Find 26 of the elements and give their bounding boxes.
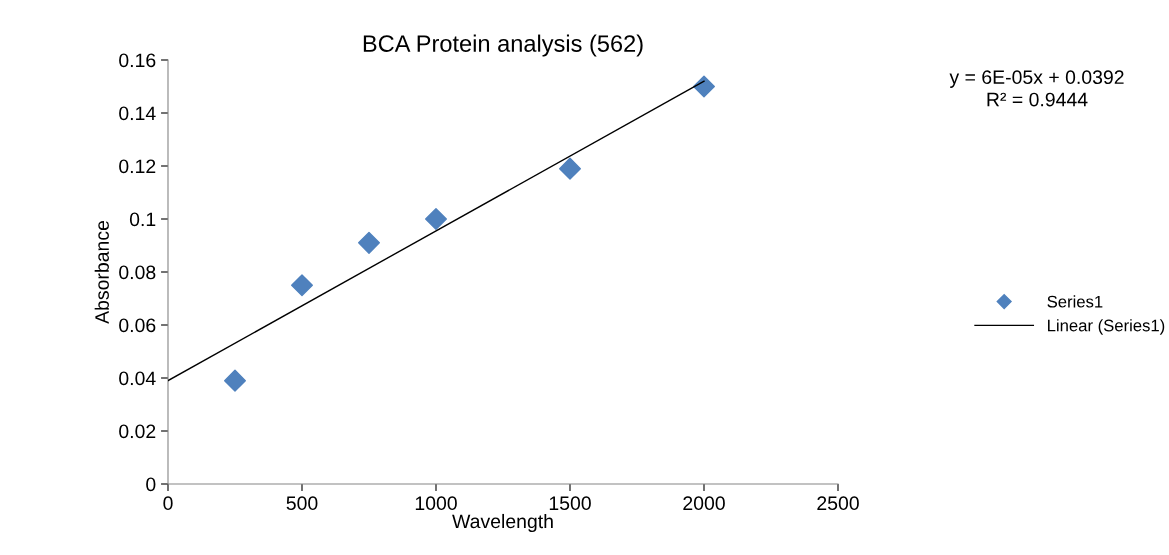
y-tick-label: 0 xyxy=(146,477,156,492)
x-tick-label: 2500 xyxy=(817,496,859,511)
legend-label: Series1 xyxy=(1047,295,1103,308)
y-tick-label: 0.16 xyxy=(119,53,156,68)
chart-title: BCA Protein analysis (562) xyxy=(363,34,643,57)
x-tick-label: 2000 xyxy=(683,496,725,511)
x-tick-label: 1500 xyxy=(549,496,591,511)
x-tick-label: 0 xyxy=(163,496,173,511)
y-tick-label: 0.08 xyxy=(119,265,156,280)
point xyxy=(358,231,380,254)
text: y = 6E-05x + 0.0392 R² = 0.9444 xyxy=(949,70,1124,107)
y-tick-label: 0.14 xyxy=(119,106,156,121)
y-tick-label: 0.06 xyxy=(119,318,156,333)
legend-label: Linear (Series1) xyxy=(1048,319,1165,335)
x-axis-title: Wavelength xyxy=(452,513,553,533)
point xyxy=(425,208,447,230)
point xyxy=(559,157,581,180)
y-tick-label: 0.02 xyxy=(119,424,156,439)
y-axis-title: Absorbance xyxy=(94,220,109,324)
y-tick-label: 0.1 xyxy=(129,212,156,227)
x-tick-label: 500 xyxy=(286,496,318,511)
y-tick-label: 0.04 xyxy=(119,371,156,386)
point xyxy=(224,369,246,392)
y-tick-label: 0.12 xyxy=(119,159,156,174)
point xyxy=(291,274,313,297)
x-tick-label: 1000 xyxy=(415,496,457,511)
